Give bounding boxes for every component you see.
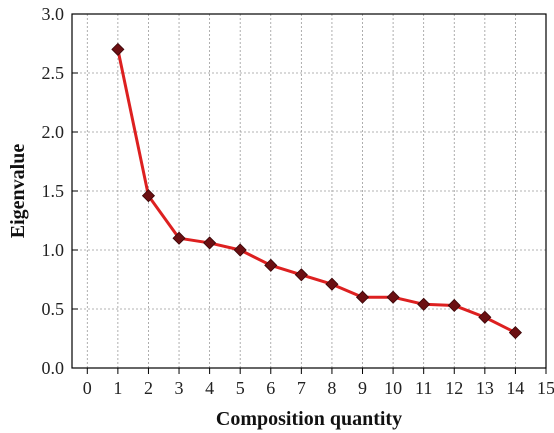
data-point-marker xyxy=(325,277,339,291)
y-tick-label: 0.5 xyxy=(42,299,65,319)
x-tick-label: 8 xyxy=(327,378,336,398)
y-tick-label: 1.0 xyxy=(42,240,65,260)
y-tick-label: 2.0 xyxy=(42,122,65,142)
x-tick-label: 0 xyxy=(83,378,92,398)
data-point-marker xyxy=(111,42,125,56)
x-tick-label: 14 xyxy=(506,378,524,398)
data-point-marker xyxy=(355,290,370,304)
data-point-marker xyxy=(447,298,461,313)
x-tick-label: 6 xyxy=(266,378,275,398)
data-point-marker xyxy=(386,290,400,304)
x-tick-labels: 0 1 2 3 4 5 6 7 8 9 10 11 12 13 14 15 xyxy=(83,378,554,398)
x-tick-label: 4 xyxy=(205,378,214,398)
data-point-marker xyxy=(172,231,186,245)
axis-ticks xyxy=(72,13,547,374)
data-point-marker xyxy=(203,236,217,250)
x-tick-label: 9 xyxy=(358,378,367,398)
data-point-marker xyxy=(478,310,492,324)
data-point-marker xyxy=(233,243,247,257)
y-tick-label: 3.0 xyxy=(42,4,65,24)
data-point-marker xyxy=(508,326,522,340)
x-tick-label: 13 xyxy=(476,378,494,398)
x-tick-label: 2 xyxy=(144,378,153,398)
y-axis-title: Eigenvalue xyxy=(7,144,29,239)
data-point-marker xyxy=(294,268,308,282)
y-tick-label: 1.5 xyxy=(42,181,65,201)
y-tick-labels: 0.0 0.5 1.0 1.5 2.0 2.5 3.0 xyxy=(42,4,65,378)
series-markers xyxy=(111,42,522,340)
data-point-marker xyxy=(264,258,278,272)
data-point-marker xyxy=(141,189,156,203)
data-point-marker xyxy=(417,297,431,311)
x-tick-label: 5 xyxy=(236,378,245,398)
y-tick-label: 0.0 xyxy=(42,358,65,378)
x-tick-label: 15 xyxy=(537,378,554,398)
x-tick-label: 10 xyxy=(384,378,402,398)
x-tick-label: 7 xyxy=(297,378,306,398)
x-tick-label: 3 xyxy=(175,378,184,398)
x-tick-label: 11 xyxy=(415,378,432,398)
y-tick-label: 2.5 xyxy=(42,63,65,83)
x-tick-label: 12 xyxy=(445,378,463,398)
x-axis-title: Composition quantity xyxy=(216,408,402,430)
x-tick-label: 1 xyxy=(113,378,122,398)
